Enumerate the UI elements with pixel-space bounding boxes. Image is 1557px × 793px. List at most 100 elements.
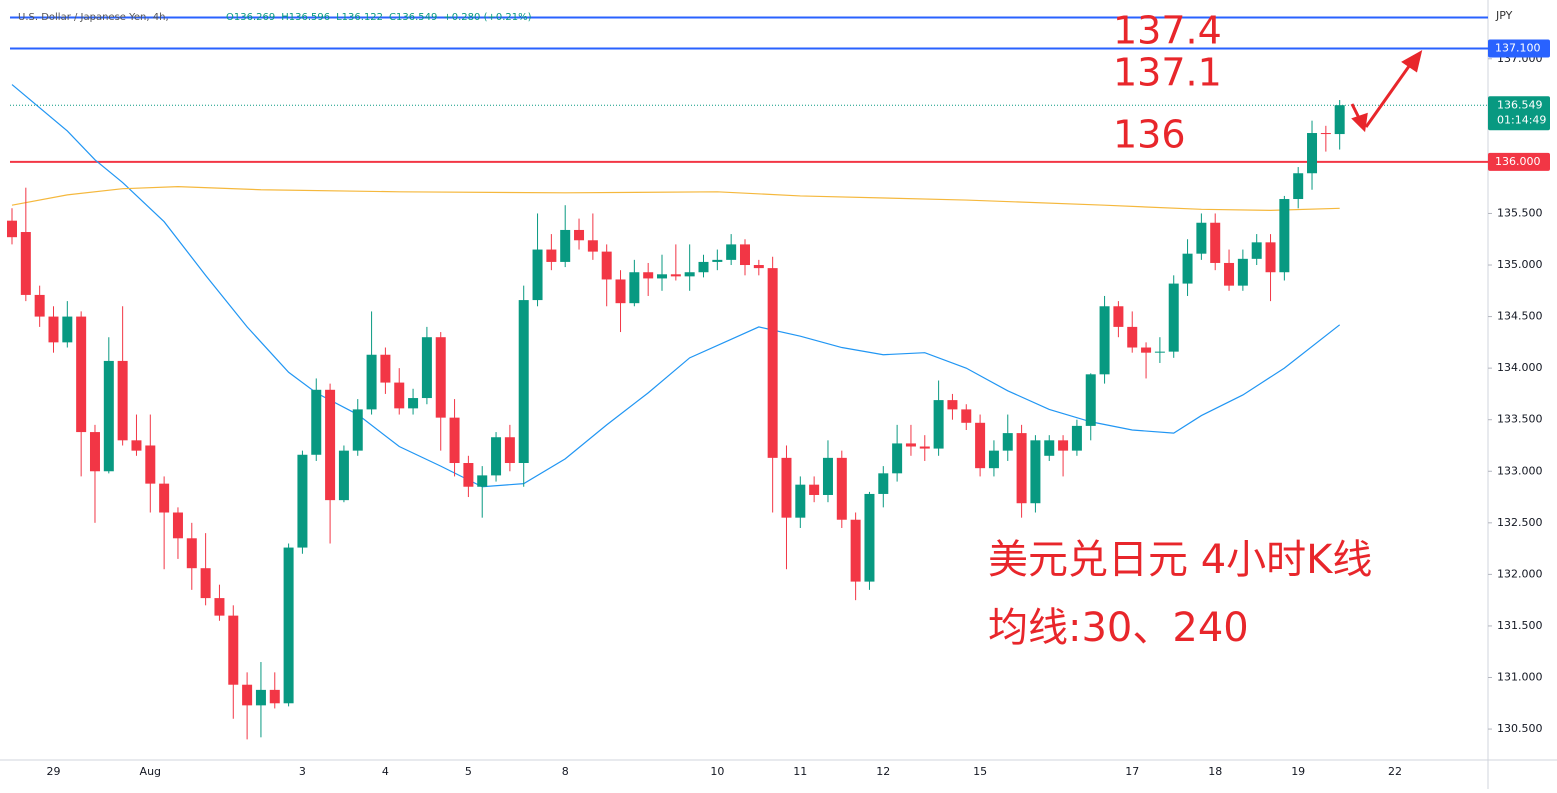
candle-body <box>670 274 681 277</box>
annotation: 137.1 <box>1113 51 1222 95</box>
candle-body <box>1279 199 1290 273</box>
arrowhead <box>1401 50 1423 73</box>
annotation: 136 <box>1113 113 1186 157</box>
candle-body <box>435 337 446 418</box>
moving-average <box>11 186 1340 211</box>
candle-body <box>1265 242 1276 273</box>
candle-body <box>587 240 598 252</box>
candle-body <box>62 316 73 343</box>
x-tick-label: 19 <box>1291 765 1305 778</box>
candle-body <box>242 684 253 706</box>
candle-body <box>947 400 958 410</box>
candle-body <box>255 689 266 706</box>
candle-body <box>892 443 903 474</box>
x-tick-label: 22 <box>1388 765 1402 778</box>
candle-body <box>1113 306 1124 327</box>
x-tick-label: 3 <box>299 765 306 778</box>
candle-body <box>601 251 612 280</box>
y-tick-label: 132.500 <box>1497 516 1543 529</box>
candle-body <box>1058 440 1069 451</box>
candle-body <box>338 450 349 501</box>
candle-body <box>864 493 875 582</box>
candle-body <box>408 398 419 409</box>
candle-body <box>1154 351 1165 353</box>
candle-body <box>933 400 944 449</box>
candle-body <box>546 249 557 262</box>
ohlc-value: L136.122 <box>336 12 383 23</box>
candle-body <box>560 229 571 262</box>
candle-body <box>1182 253 1193 284</box>
x-tick-label: 18 <box>1208 765 1222 778</box>
candle-body <box>698 261 709 273</box>
candle-body <box>159 483 170 513</box>
candle-body <box>1196 222 1207 254</box>
candle-body <box>352 409 363 451</box>
candle-body <box>1127 326 1138 348</box>
candle-body <box>532 249 543 301</box>
x-tick-label: 17 <box>1125 765 1139 778</box>
y-tick-label: 133.500 <box>1497 413 1543 426</box>
candle-body <box>7 220 17 238</box>
candle-body <box>726 244 737 260</box>
ohlc-value: C136.549 <box>389 12 437 23</box>
ohlc-value: +0.280 (+0.21%) <box>443 12 531 23</box>
x-tick-label: 29 <box>46 765 60 778</box>
candle-body <box>1071 425 1082 451</box>
candle-body <box>283 547 294 704</box>
candle-body <box>421 337 432 399</box>
candle-body <box>1307 133 1318 174</box>
candle-body <box>76 316 87 433</box>
candle-body <box>574 229 585 241</box>
ohlc-header: O136.269 H136.596 L136.122 C136.549 +0.280 (… <box>226 12 532 23</box>
candle-body <box>200 568 211 599</box>
candle-body <box>228 615 239 685</box>
y-tick-label: 131.500 <box>1497 619 1543 632</box>
candle-body <box>781 457 792 518</box>
candle-body <box>325 389 336 501</box>
y-tick-label: 135.000 <box>1497 258 1543 271</box>
y-tick-label: 130.500 <box>1497 722 1543 735</box>
x-tick-label: 12 <box>876 765 890 778</box>
candle-body <box>1237 258 1248 286</box>
candle-body <box>1320 133 1331 135</box>
candle-body <box>1141 347 1152 353</box>
candle-body <box>117 360 128 441</box>
candle-body <box>809 484 820 495</box>
moving-average <box>11 84 1341 488</box>
candle-body <box>1044 440 1055 456</box>
candle-body <box>269 689 280 704</box>
price-tag-label: 137.100 <box>1495 41 1541 54</box>
candle-body <box>1251 242 1262 259</box>
candle-body <box>988 450 999 469</box>
candle-body <box>1002 433 1013 451</box>
annotation: 均线:30、240 <box>988 605 1249 651</box>
annotation: 137.4 <box>1113 9 1222 53</box>
candle-body <box>767 268 778 458</box>
candle-body <box>961 409 972 423</box>
x-tick-label: Aug <box>140 765 161 778</box>
ohlc-value: H136.596 <box>281 12 330 23</box>
candle-body <box>89 432 100 472</box>
candle-body <box>905 443 916 447</box>
x-tick-label: 8 <box>562 765 569 778</box>
candle-body <box>214 598 225 616</box>
candle-body <box>380 354 391 383</box>
candle-body <box>615 279 626 304</box>
candle-body <box>1334 105 1345 135</box>
x-tick-label: 5 <box>465 765 472 778</box>
candle-body <box>172 512 183 539</box>
candle-body <box>836 457 847 520</box>
countdown: 01:14:49 <box>1497 113 1546 126</box>
candle-body <box>878 473 889 494</box>
y-tick-label: 135.500 <box>1497 206 1543 219</box>
x-tick-label: 10 <box>710 765 724 778</box>
candle-body <box>657 274 668 279</box>
candle-body <box>822 457 833 495</box>
candle-body <box>518 300 529 464</box>
candle-body <box>919 446 930 449</box>
candle-body <box>366 354 377 410</box>
candle-body <box>145 445 156 484</box>
candle-body <box>1224 262 1235 286</box>
x-tick-label: 4 <box>382 765 389 778</box>
